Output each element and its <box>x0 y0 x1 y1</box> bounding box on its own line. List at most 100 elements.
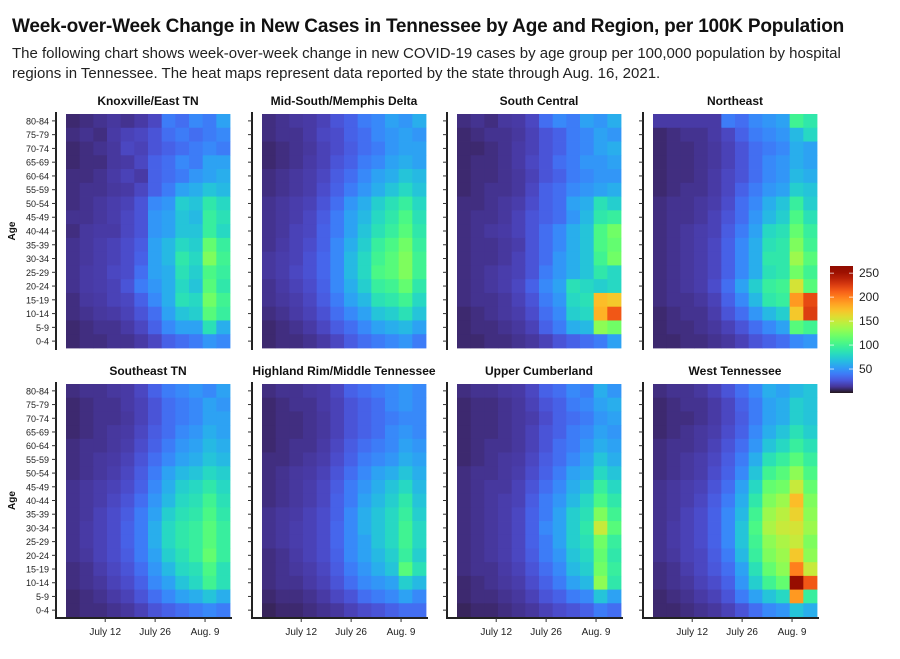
heatmap-cell <box>398 534 413 549</box>
heatmap-cell <box>593 224 608 239</box>
heatmap-cell <box>275 384 290 399</box>
heatmap-cell <box>275 279 290 294</box>
heatmap-cell <box>303 334 318 349</box>
heatmap-cell <box>707 210 722 225</box>
heatmap-cell <box>120 521 135 536</box>
heatmap-cell <box>653 224 668 239</box>
heatmap-cell <box>721 320 736 335</box>
heatmap-cell <box>93 384 108 399</box>
heatmap-cell <box>666 334 681 349</box>
y-axis-label: Age <box>7 491 18 510</box>
heatmap-cell <box>330 507 345 522</box>
heatmap-cell <box>202 562 217 577</box>
heatmap-cell <box>316 251 331 266</box>
heatmap-cell <box>289 182 304 197</box>
heatmap-cell <box>330 306 345 321</box>
heatmap-cell <box>175 237 190 253</box>
heatmap-cell <box>316 114 331 129</box>
heatmap-cell <box>93 425 108 440</box>
heatmap-cell <box>680 452 695 467</box>
heatmap-cell <box>735 452 750 467</box>
heatmap-cell <box>484 155 499 170</box>
heatmap-cell <box>484 521 499 536</box>
heatmap-cell <box>666 521 681 536</box>
heatmap-cell <box>79 265 94 280</box>
heatmap-cell <box>566 141 581 156</box>
heatmap-cell <box>385 265 400 280</box>
heatmap-cell <box>330 521 345 536</box>
heatmap-cell <box>385 384 400 399</box>
heatmap-cell <box>412 589 427 604</box>
heatmap-cell <box>175 548 190 563</box>
heatmap-cell <box>66 562 81 577</box>
heatmap-cell <box>748 114 763 129</box>
heatmap-cell <box>161 452 176 467</box>
heatmap-cell <box>216 425 231 440</box>
heatmap-cell <box>93 127 108 142</box>
y-tick-label: 60-64 <box>26 441 49 451</box>
heatmap-cell <box>498 265 513 280</box>
heatmap-cell <box>303 127 318 142</box>
heatmap-cell <box>653 534 668 549</box>
heatmap-cell <box>371 452 386 467</box>
heatmap-cell <box>666 452 681 467</box>
heatmap-cell <box>344 493 359 508</box>
heatmap-cell <box>762 265 777 280</box>
heatmap-cell <box>498 425 513 440</box>
heatmap-cell <box>79 141 94 156</box>
y-tick-label: 70-74 <box>26 414 49 424</box>
heatmap-cell <box>607 384 622 399</box>
heatmap-cell <box>93 320 108 335</box>
heatmap-cell <box>79 452 94 467</box>
heatmap-cell <box>470 127 485 142</box>
heatmap-cell <box>694 411 709 426</box>
heatmap-cell <box>580 155 595 170</box>
heatmap-cell <box>134 265 149 280</box>
heatmap-cell <box>748 534 763 549</box>
heatmap-cell <box>776 493 791 508</box>
heatmap-cell <box>566 452 581 467</box>
heatmap-cell <box>457 210 472 225</box>
heatmap-cell <box>202 265 217 280</box>
heatmap-cell <box>735 384 750 399</box>
heatmap-cell <box>539 251 554 266</box>
heatmap-cell <box>66 397 81 412</box>
heatmap-cell <box>653 182 668 197</box>
heatmap-cell <box>412 603 427 618</box>
heatmap-cell <box>707 155 722 170</box>
heatmap-cell <box>398 562 413 577</box>
heatmap-cell <box>457 279 472 294</box>
heatmap-cell <box>484 466 499 481</box>
heatmap-cell <box>694 251 709 266</box>
heatmap-cell <box>148 279 163 294</box>
heatmap-cell <box>344 521 359 536</box>
heatmap-cell <box>566 479 581 495</box>
heatmap-cell <box>303 237 318 253</box>
heatmap-cell <box>525 196 540 211</box>
heatmap-cell <box>161 603 176 618</box>
heatmap-cell <box>357 479 372 495</box>
heatmap-cell <box>566 493 581 508</box>
heatmap-cell <box>189 155 204 170</box>
heatmap-cell <box>525 548 540 563</box>
heatmap-cell <box>694 534 709 549</box>
heatmap-cell <box>289 507 304 522</box>
heatmap-cell <box>93 452 108 467</box>
heatmap-cell <box>107 127 122 142</box>
heatmap-cell <box>262 334 277 349</box>
heatmap-cell <box>748 493 763 508</box>
heatmap-cell <box>552 397 567 412</box>
heatmap-cell <box>120 603 135 618</box>
heatmap-cell <box>289 210 304 225</box>
heatmap-cell <box>161 127 176 142</box>
heatmap-cell <box>552 210 567 225</box>
heatmap-cell <box>593 279 608 294</box>
heatmap-cell <box>580 384 595 399</box>
heatmap-cell <box>748 575 763 590</box>
heatmap-cell <box>666 466 681 481</box>
heatmap-cell <box>566 279 581 294</box>
heatmap-cell <box>202 292 217 308</box>
heatmap-cell <box>539 397 554 412</box>
heatmap-cell <box>93 224 108 239</box>
heatmap-cell <box>148 114 163 129</box>
